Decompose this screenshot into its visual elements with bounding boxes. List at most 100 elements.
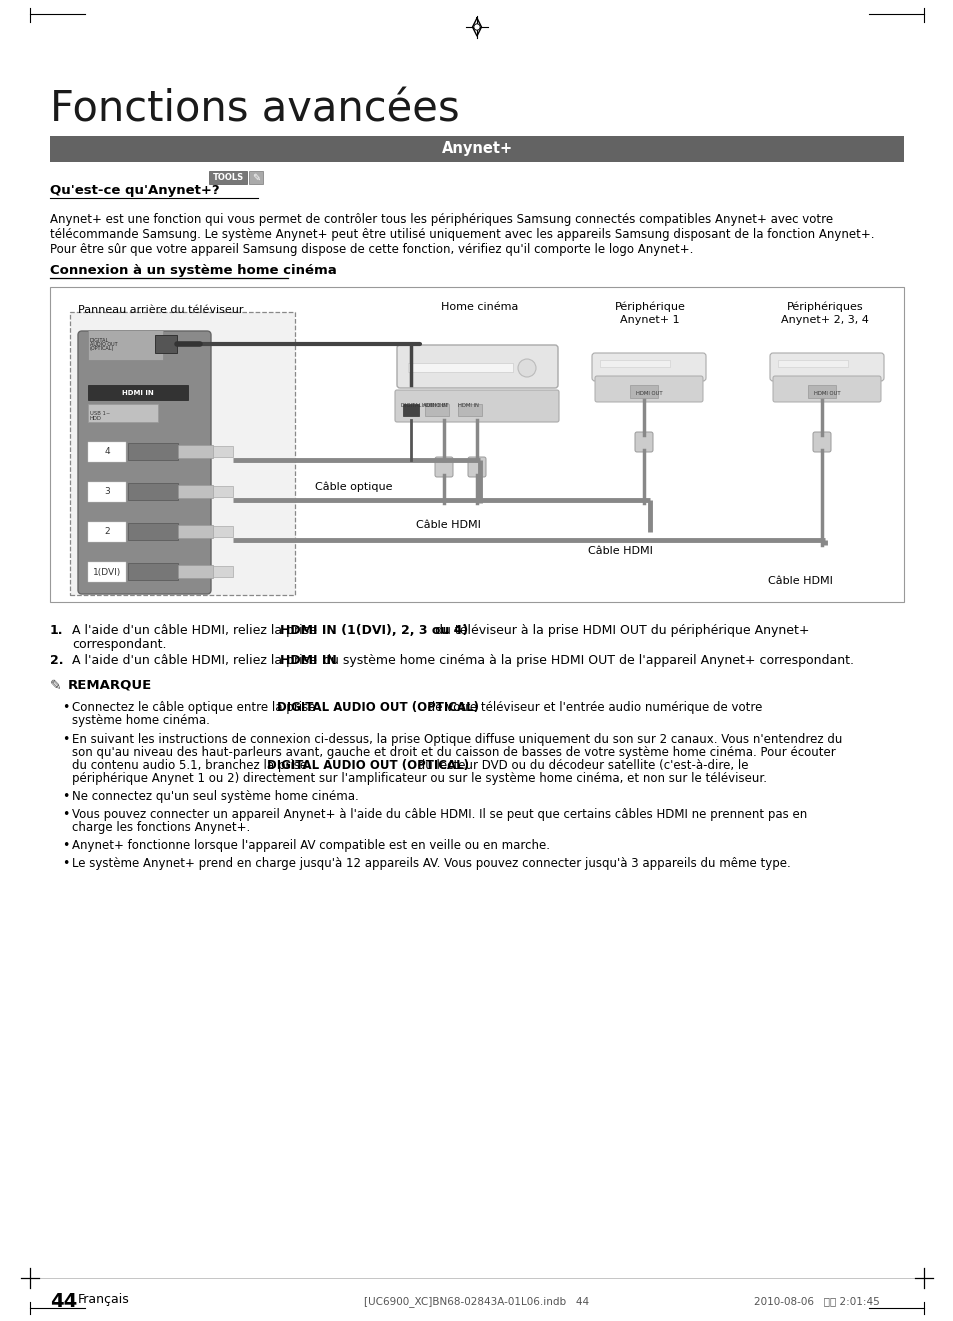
Bar (154, 336, 177, 353)
FancyBboxPatch shape (769, 353, 883, 380)
Bar (178, 565, 213, 579)
Bar (88, 522, 126, 542)
Text: charge les fonctions Anynet+.: charge les fonctions Anynet+. (71, 820, 250, 834)
Text: A l'aide d'un câble HDMI, reliez la prise: A l'aide d'un câble HDMI, reliez la pris… (71, 624, 320, 637)
Bar (629, 384, 658, 398)
Bar (88, 330, 163, 361)
Bar (213, 486, 233, 497)
Text: 3: 3 (104, 487, 110, 497)
Text: HDMI IN: HDMI IN (122, 390, 153, 396)
Text: [UC6900_XC]BN68-02843A-01L06.indb   44: [UC6900_XC]BN68-02843A-01L06.indb 44 (364, 1296, 589, 1306)
Bar (128, 523, 178, 540)
Text: DIGITAL AUDIO OUT (OPTICAL): DIGITAL AUDIO OUT (OPTICAL) (267, 760, 469, 771)
Text: Anynet+ fonctionne lorsque l'appareil AV compatible est en veille ou en marche.: Anynet+ fonctionne lorsque l'appareil AV… (71, 839, 550, 852)
Text: système home cinéma.: système home cinéma. (71, 713, 210, 727)
Text: (OPTICAL): (OPTICAL) (90, 346, 114, 351)
Bar (88, 561, 126, 583)
Text: Câble HDMI: Câble HDMI (587, 546, 652, 556)
Text: Câble HDMI: Câble HDMI (767, 576, 832, 587)
Bar (128, 563, 178, 580)
Text: Câble HDMI: Câble HDMI (416, 520, 480, 530)
Text: Vous pouvez connecter un appareil Anynet+ à l'aide du câble HDMI. Il se peut que: Vous pouvez connecter un appareil Anynet… (71, 808, 806, 820)
Text: 44: 44 (50, 1292, 77, 1310)
Text: Ne connectez qu'un seul système home cinéma.: Ne connectez qu'un seul système home cin… (71, 790, 358, 803)
Bar (88, 443, 126, 462)
Bar (599, 361, 669, 367)
Bar (88, 384, 188, 400)
Text: 1(DVI): 1(DVI) (92, 568, 121, 576)
Text: •: • (62, 808, 70, 820)
Bar (807, 384, 835, 398)
Bar (213, 565, 233, 577)
Text: DIGITAL: DIGITAL (90, 338, 110, 343)
Bar (408, 363, 513, 373)
Text: •: • (62, 839, 70, 852)
Bar (778, 361, 847, 367)
Text: du contenu audio 5.1, branchez la prise: du contenu audio 5.1, branchez la prise (71, 760, 311, 771)
Text: Qu'est-ce qu'Anynet+?: Qu'est-ce qu'Anynet+? (50, 184, 219, 197)
Bar (178, 445, 213, 458)
Bar (178, 524, 213, 538)
Text: Home cinéma: Home cinéma (441, 303, 518, 312)
Text: HDMI IN: HDMI IN (457, 403, 478, 408)
Text: •: • (62, 790, 70, 803)
FancyBboxPatch shape (772, 376, 880, 402)
Text: 1.: 1. (50, 624, 64, 637)
Text: son qu'au niveau des haut-parleurs avant, gauche et droit et du caisson de basse: son qu'au niveau des haut-parleurs avant… (71, 746, 835, 760)
Text: Pour être sûr que votre appareil Samsung dispose de cette fonction, vérifiez qu': Pour être sûr que votre appareil Samsung… (50, 243, 693, 256)
Bar (213, 446, 233, 457)
Bar (402, 404, 418, 416)
Text: de votre téléviseur et l'entrée audio numérique de votre: de votre téléviseur et l'entrée audio nu… (424, 701, 761, 713)
Text: DIGITAL AUDIO IN: DIGITAL AUDIO IN (400, 403, 447, 408)
Text: En suivant les instructions de connexion ci-dessus, la prise Optique diffuse uni: En suivant les instructions de connexion… (71, 733, 841, 746)
Text: HDD: HDD (90, 416, 102, 421)
Bar (178, 485, 213, 498)
Text: •: • (62, 701, 70, 713)
Text: HDMI IN (1(DVI), 2, 3 ou 4): HDMI IN (1(DVI), 2, 3 ou 4) (279, 624, 468, 637)
Text: Câble optique: Câble optique (314, 482, 392, 493)
FancyBboxPatch shape (592, 353, 705, 380)
Text: du système home cinéma à la prise HDMI OUT de l'appareil Anynet+ correspondant.: du système home cinéma à la prise HDMI O… (318, 654, 853, 667)
Text: Anynet+ 1: Anynet+ 1 (619, 314, 679, 325)
Bar (249, 170, 263, 184)
Text: Connexion à un système home cinéma: Connexion à un système home cinéma (50, 264, 336, 277)
Text: Périphériques: Périphériques (786, 303, 862, 313)
Circle shape (517, 359, 536, 376)
Text: HDMI IN: HDMI IN (279, 654, 336, 667)
FancyBboxPatch shape (595, 376, 702, 402)
Text: ✎: ✎ (252, 173, 260, 184)
Text: USB 1~: USB 1~ (90, 411, 111, 416)
Text: Le système Anynet+ prend en charge jusqu'à 12 appareils AV. Vous pouvez connecte: Le système Anynet+ prend en charge jusqu… (71, 857, 790, 871)
Bar (50, 287, 903, 602)
Text: TOOLS: TOOLS (213, 173, 243, 182)
Bar (128, 443, 178, 460)
Bar (88, 404, 158, 421)
FancyBboxPatch shape (468, 457, 485, 477)
Text: HDMI OUT: HDMI OUT (813, 391, 840, 396)
Text: HDMI OUT: HDMI OUT (635, 391, 661, 396)
Text: Périphérique: Périphérique (614, 303, 684, 313)
FancyBboxPatch shape (635, 432, 652, 452)
Text: REMARQUE: REMARQUE (68, 679, 152, 692)
Text: •: • (62, 857, 70, 871)
FancyBboxPatch shape (812, 432, 830, 452)
FancyBboxPatch shape (395, 390, 558, 421)
Bar (209, 170, 247, 184)
Bar (457, 404, 481, 416)
Text: périphérique Anynet 1 ou 2) directement sur l'amplificateur ou sur le système ho: périphérique Anynet 1 ou 2) directement … (71, 771, 766, 785)
Text: du téléviseur à la prise HDMI OUT du périphérique Anynet+: du téléviseur à la prise HDMI OUT du pér… (431, 624, 809, 637)
Bar (70, 312, 294, 594)
Text: Connectez le câble optique entre la prise: Connectez le câble optique entre la pris… (71, 701, 319, 713)
FancyBboxPatch shape (396, 345, 558, 388)
Text: Anynet+ 2, 3, 4: Anynet+ 2, 3, 4 (781, 314, 868, 325)
Text: AUDIO OUT: AUDIO OUT (90, 342, 117, 347)
FancyBboxPatch shape (78, 332, 211, 594)
Text: Français: Français (78, 1293, 130, 1306)
Text: DIGITAL AUDIO OUT (OPTICAL): DIGITAL AUDIO OUT (OPTICAL) (276, 701, 478, 713)
Text: télécommande Samsung. Le système Anynet+ peut être utilisé uniquement avec les a: télécommande Samsung. Le système Anynet+… (50, 229, 874, 240)
Text: Panneau arrière du téléviseur: Panneau arrière du téléviseur (78, 305, 243, 314)
Text: 2.: 2. (50, 654, 64, 667)
Circle shape (474, 24, 479, 30)
Bar (128, 483, 178, 501)
Text: ✎: ✎ (50, 679, 62, 694)
